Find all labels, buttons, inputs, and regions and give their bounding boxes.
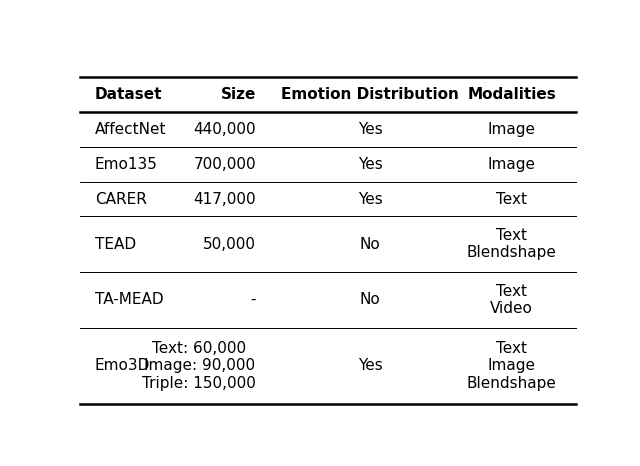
Text: Emotion Distribution: Emotion Distribution [281,87,459,103]
Text: Modalities: Modalities [467,87,556,103]
Text: Image: Image [488,157,536,172]
Text: TEAD: TEAD [95,237,136,252]
Text: Yes: Yes [358,192,383,206]
Text: Text: 60,000
Image: 90,000
Triple: 150,000: Text: 60,000 Image: 90,000 Triple: 150,0… [142,341,256,391]
Text: Yes: Yes [358,358,383,373]
Text: Text
Video: Text Video [490,284,533,316]
Text: Yes: Yes [358,157,383,172]
Text: 417,000: 417,000 [193,192,256,206]
Text: 700,000: 700,000 [193,157,256,172]
Text: No: No [360,292,381,307]
Text: Image: Image [488,122,536,137]
Text: Size: Size [221,87,256,103]
Text: TA-MEAD: TA-MEAD [95,292,163,307]
Text: AffectNet: AffectNet [95,122,166,137]
Text: Text: Text [496,192,527,206]
Text: Emo135: Emo135 [95,157,157,172]
Text: CARER: CARER [95,192,147,206]
Text: Text
Image
Blendshape: Text Image Blendshape [467,341,556,391]
Text: Emo3D: Emo3D [95,358,150,373]
Text: -: - [251,292,256,307]
Text: No: No [360,237,381,252]
Text: 440,000: 440,000 [193,122,256,137]
Text: Yes: Yes [358,122,383,137]
Text: Dataset: Dataset [95,87,163,103]
Text: 50,000: 50,000 [203,237,256,252]
Text: Text
Blendshape: Text Blendshape [467,228,556,260]
